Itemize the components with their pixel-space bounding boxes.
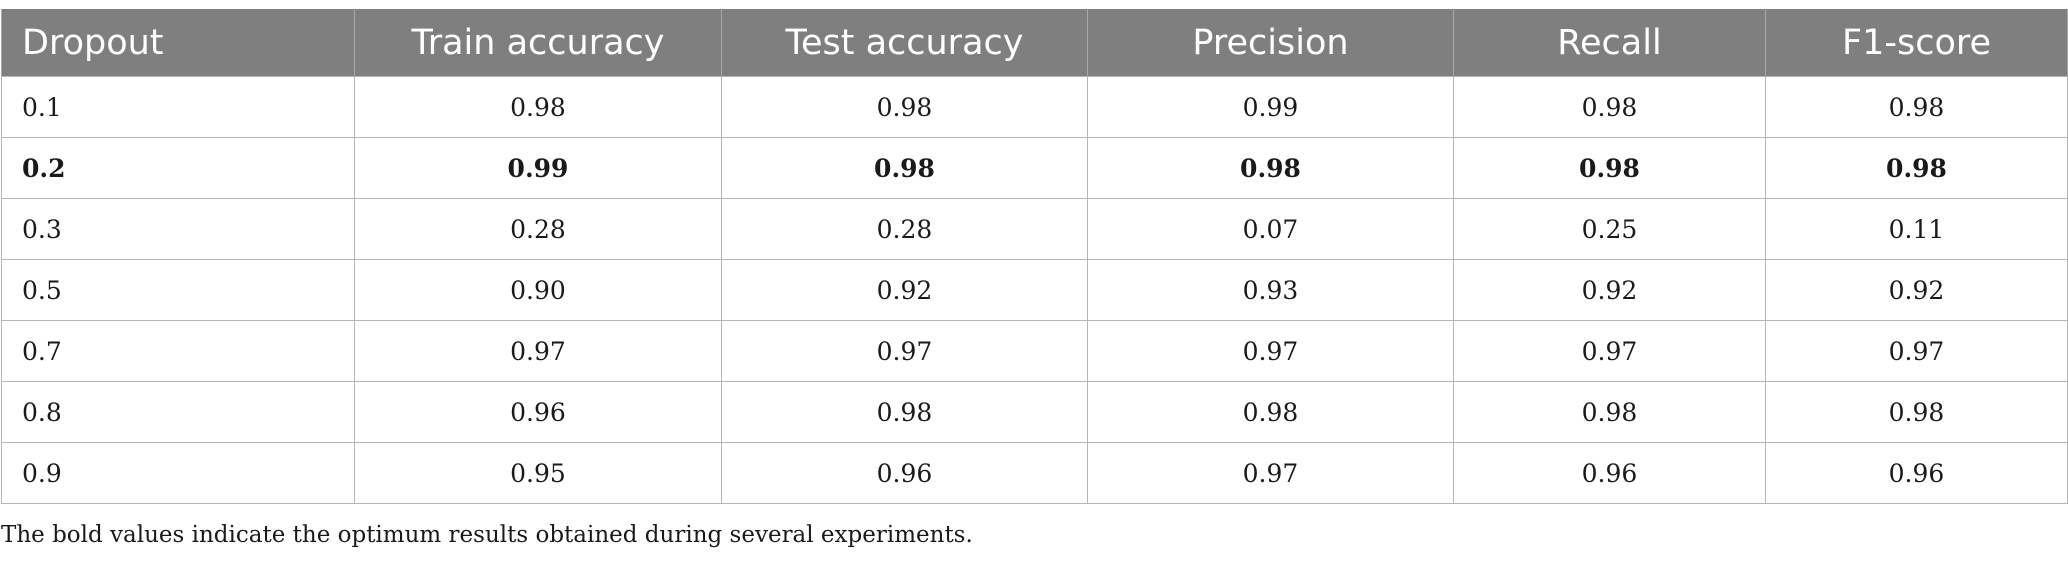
header-row: Dropout Train accuracy Test accuracy Pre… xyxy=(1,9,2068,77)
cell-train-accuracy: 0.90 xyxy=(354,259,722,321)
cell-test-accuracy: 0.98 xyxy=(721,381,1088,443)
cell-f1-score: 0.96 xyxy=(1765,442,2068,504)
cell-precision: 0.98 xyxy=(1087,381,1454,443)
cell-recall: 0.97 xyxy=(1453,320,1766,382)
cell-dropout: 0.7 xyxy=(1,320,355,382)
cell-f1-score: 0.11 xyxy=(1765,198,2068,260)
cell-train-accuracy: 0.28 xyxy=(354,198,722,260)
table-header: Dropout Train accuracy Test accuracy Pre… xyxy=(1,9,2068,77)
cell-test-accuracy: 0.98 xyxy=(721,137,1088,199)
cell-dropout: 0.8 xyxy=(1,381,355,443)
column-header-dropout: Dropout xyxy=(1,9,355,77)
cell-recall: 0.25 xyxy=(1453,198,1766,260)
cell-f1-score: 0.98 xyxy=(1765,381,2068,443)
table-row: 0.9 0.95 0.96 0.97 0.96 0.96 xyxy=(1,442,2068,504)
cell-recall: 0.98 xyxy=(1453,76,1766,138)
column-header-precision: Precision xyxy=(1087,9,1454,77)
cell-dropout: 0.9 xyxy=(1,442,355,504)
column-header-test-accuracy: Test accuracy xyxy=(721,9,1088,77)
column-header-f1-score: F1-score xyxy=(1765,9,2068,77)
results-table-wrapper: Dropout Train accuracy Test accuracy Pre… xyxy=(1,9,2068,504)
cell-dropout: 0.5 xyxy=(1,259,355,321)
table-row: 0.8 0.96 0.98 0.98 0.98 0.98 xyxy=(1,381,2068,443)
cell-precision: 0.99 xyxy=(1087,76,1454,138)
cell-f1-score: 0.98 xyxy=(1765,137,2068,199)
table-row: 0.7 0.97 0.97 0.97 0.97 0.97 xyxy=(1,320,2068,382)
cell-train-accuracy: 0.98 xyxy=(354,76,722,138)
column-header-recall: Recall xyxy=(1453,9,1766,77)
cell-train-accuracy: 0.99 xyxy=(354,137,722,199)
cell-precision: 0.07 xyxy=(1087,198,1454,260)
cell-recall: 0.92 xyxy=(1453,259,1766,321)
table-row: 0.5 0.90 0.92 0.93 0.92 0.92 xyxy=(1,259,2068,321)
cell-precision: 0.97 xyxy=(1087,320,1454,382)
cell-train-accuracy: 0.97 xyxy=(354,320,722,382)
table-row: 0.3 0.28 0.28 0.07 0.25 0.11 xyxy=(1,198,2068,260)
cell-f1-score: 0.97 xyxy=(1765,320,2068,382)
cell-test-accuracy: 0.98 xyxy=(721,76,1088,138)
cell-recall: 0.98 xyxy=(1453,381,1766,443)
table-body: 0.1 0.98 0.98 0.99 0.98 0.98 0.2 0.99 0.… xyxy=(1,76,2068,504)
cell-train-accuracy: 0.96 xyxy=(354,381,722,443)
table-row: 0.2 0.99 0.98 0.98 0.98 0.98 xyxy=(1,137,2068,199)
cell-dropout: 0.1 xyxy=(1,76,355,138)
table-row: 0.1 0.98 0.98 0.99 0.98 0.98 xyxy=(1,76,2068,138)
cell-precision: 0.97 xyxy=(1087,442,1454,504)
cell-f1-score: 0.92 xyxy=(1765,259,2068,321)
table-footnote: The bold values indicate the optimum res… xyxy=(1,522,973,548)
cell-f1-score: 0.98 xyxy=(1765,76,2068,138)
cell-dropout: 0.3 xyxy=(1,198,355,260)
results-table: Dropout Train accuracy Test accuracy Pre… xyxy=(1,9,2068,504)
cell-recall: 0.98 xyxy=(1453,137,1766,199)
cell-precision: 0.98 xyxy=(1087,137,1454,199)
cell-dropout: 0.2 xyxy=(1,137,355,199)
column-header-train-accuracy: Train accuracy xyxy=(354,9,722,77)
cell-test-accuracy: 0.28 xyxy=(721,198,1088,260)
cell-test-accuracy: 0.96 xyxy=(721,442,1088,504)
cell-test-accuracy: 0.97 xyxy=(721,320,1088,382)
cell-test-accuracy: 0.92 xyxy=(721,259,1088,321)
cell-recall: 0.96 xyxy=(1453,442,1766,504)
cell-train-accuracy: 0.95 xyxy=(354,442,722,504)
cell-precision: 0.93 xyxy=(1087,259,1454,321)
